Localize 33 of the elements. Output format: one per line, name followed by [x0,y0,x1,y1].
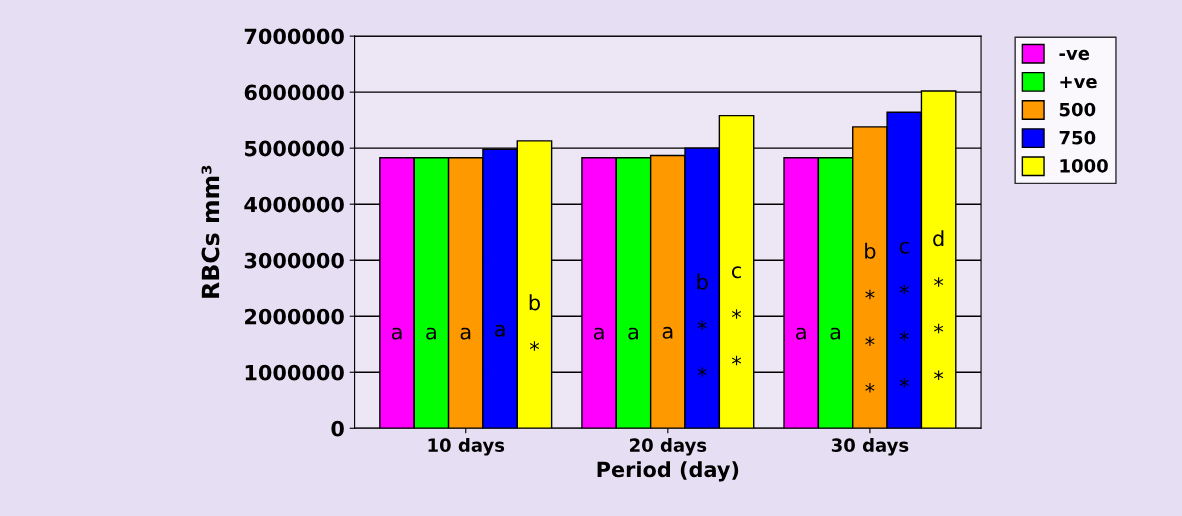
annotation: a [426,327,436,340]
annotation: a [391,327,402,340]
y-tick-label: 0 [331,420,344,437]
legend-label: 750 [1059,130,1096,145]
text: b * * * [865,242,876,393]
y-tick-label: 4000000 [244,196,344,213]
y-tick-label: 2000000 [245,308,344,325]
x-tick-label: 10 days [428,438,505,456]
annotation: a [830,327,841,340]
annotation: a [796,327,806,340]
annotation: a [494,324,505,337]
y-tick-label: 3000000 [244,252,344,269]
text: b * [529,294,540,351]
annotation: a [662,326,673,339]
y-tick-label: 5000000 [245,140,344,157]
y-axis-title: RBCs mm³ [201,165,220,298]
x-axis-title: Period (day) [597,461,739,482]
annotation: a [593,327,604,340]
annotation: a [628,327,638,340]
legend-label: +ve [1060,76,1097,89]
annotation: a [460,327,471,340]
x-tick-label: 30 days [831,438,909,456]
y-tick-label: 1000000 [245,364,344,381]
y-tick-label: 7000000 [244,28,344,45]
legend-label: 1000 [1060,158,1108,173]
legend-label: -ve [1059,49,1090,61]
y-tick-label: 6000000 [244,84,344,101]
text: c * * [731,266,742,366]
x-tick-label: 20 days [630,438,707,456]
legend-label: 500 [1059,102,1096,117]
text: b * * [697,273,708,377]
text: d * * * [933,230,944,381]
text: c * * * [899,241,909,388]
